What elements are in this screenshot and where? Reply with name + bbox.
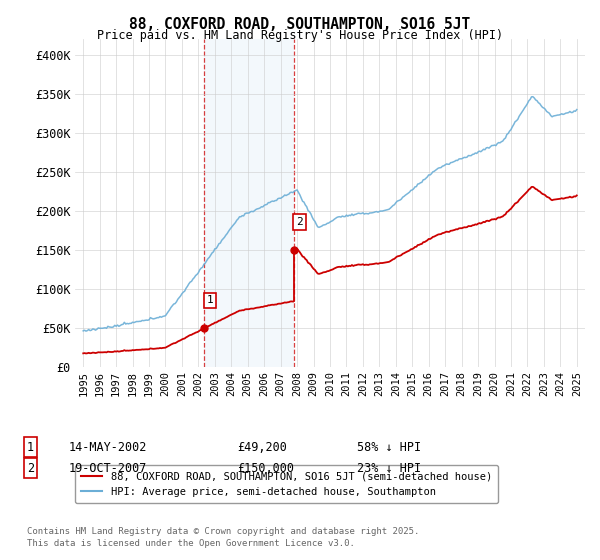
Text: Contains HM Land Registry data © Crown copyright and database right 2025.
This d: Contains HM Land Registry data © Crown c…	[27, 526, 419, 548]
Bar	[205, 39, 294, 367]
Text: 2: 2	[296, 217, 303, 227]
Text: 19-OCT-2007: 19-OCT-2007	[69, 461, 148, 474]
Text: 23% ↓ HPI: 23% ↓ HPI	[357, 461, 421, 474]
Text: 58% ↓ HPI: 58% ↓ HPI	[357, 441, 421, 454]
Text: £150,000: £150,000	[237, 461, 294, 474]
Text: 14-MAY-2002: 14-MAY-2002	[69, 441, 148, 454]
Text: 1: 1	[27, 441, 34, 454]
Text: 88, COXFORD ROAD, SOUTHAMPTON, SO16 5JT: 88, COXFORD ROAD, SOUTHAMPTON, SO16 5JT	[130, 17, 470, 32]
Legend: 88, COXFORD ROAD, SOUTHAMPTON, SO16 5JT (semi-detached house), HPI: Average pric: 88, COXFORD ROAD, SOUTHAMPTON, SO16 5JT …	[75, 465, 498, 503]
Text: Price paid vs. HM Land Registry's House Price Index (HPI): Price paid vs. HM Land Registry's House …	[97, 29, 503, 42]
Text: £49,200: £49,200	[237, 441, 287, 454]
Text: 1: 1	[207, 296, 214, 305]
Text: 2: 2	[27, 461, 34, 474]
